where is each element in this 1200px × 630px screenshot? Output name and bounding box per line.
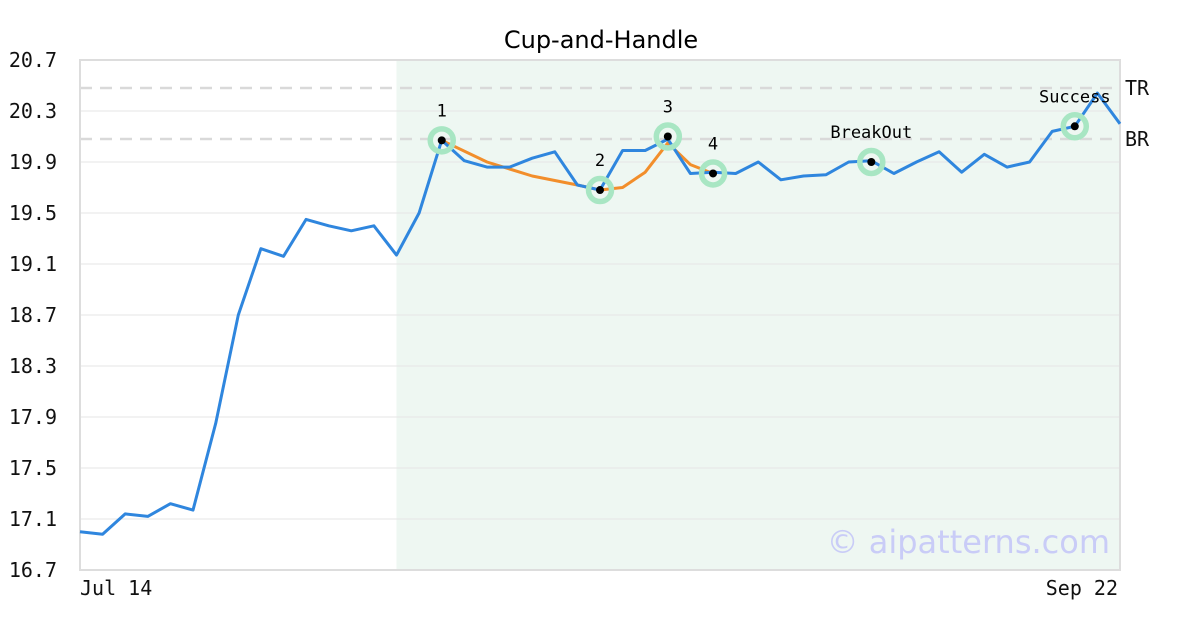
y-tick-label-6: 19.1 [9, 252, 57, 276]
marker-label-2: 2 [595, 151, 605, 171]
marker-dot-breakout [867, 158, 876, 166]
y-tick-label-4: 18.3 [9, 354, 57, 378]
marker-label-3: 3 [663, 98, 673, 118]
marker-label-1: 1 [437, 101, 447, 121]
marker-label-4: 4 [708, 134, 718, 154]
marker-label-breakout: BreakOut [830, 123, 912, 143]
level-label-tr: TR [1125, 76, 1150, 100]
marker-dot-4 [709, 169, 718, 178]
y-tick-label-3: 17.9 [9, 405, 57, 429]
x-tick-label-start: Jul 14 [80, 576, 152, 600]
marker-halo-1 [427, 126, 456, 155]
plot-frame [79, 59, 1121, 571]
marker-label-success: Success [1039, 87, 1111, 107]
y-tick-label-5: 18.7 [9, 303, 57, 327]
marker-dot-success [1070, 122, 1079, 131]
y-tick-label-7: 19.5 [9, 201, 57, 225]
marker-halo-3 [653, 122, 683, 151]
chart-title: Cup-and-Handle [504, 26, 698, 54]
marker-dot-1 [437, 136, 446, 145]
x-tick-label-end: Sep 22 [1046, 576, 1118, 600]
y-tick-label-2: 17.5 [9, 456, 57, 480]
y-tick-label-0: 16.7 [9, 558, 57, 582]
x-axis-ticks: Jul 14 Sep 22 [80, 576, 1118, 600]
watermark: © aipatterns.com [827, 523, 1110, 561]
marker-dot-2 [596, 186, 604, 195]
y-tick-label-1: 17.1 [9, 507, 57, 531]
marker-dot-3 [663, 132, 672, 141]
y-tick-label-9: 20.3 [9, 99, 57, 123]
marker-halo-success [1060, 112, 1090, 141]
marker-halo-breakout [857, 147, 886, 177]
level-lines: TR BR [80, 76, 1150, 151]
y-tick-label-10: 20.7 [9, 48, 57, 72]
y-axis-ticks: 16.7 17.1 17.5 17.9 18.3 18.7 19.1 19.5 19.9 20.3… [9, 48, 57, 582]
level-label-br: BR [1125, 127, 1150, 151]
pattern-markers: 1 2 3 4 BreakOut Success [427, 87, 1111, 205]
marker-halo-4 [698, 159, 728, 188]
marker-halo-2 [585, 175, 615, 205]
y-tick-label-8: 19.9 [9, 150, 57, 174]
